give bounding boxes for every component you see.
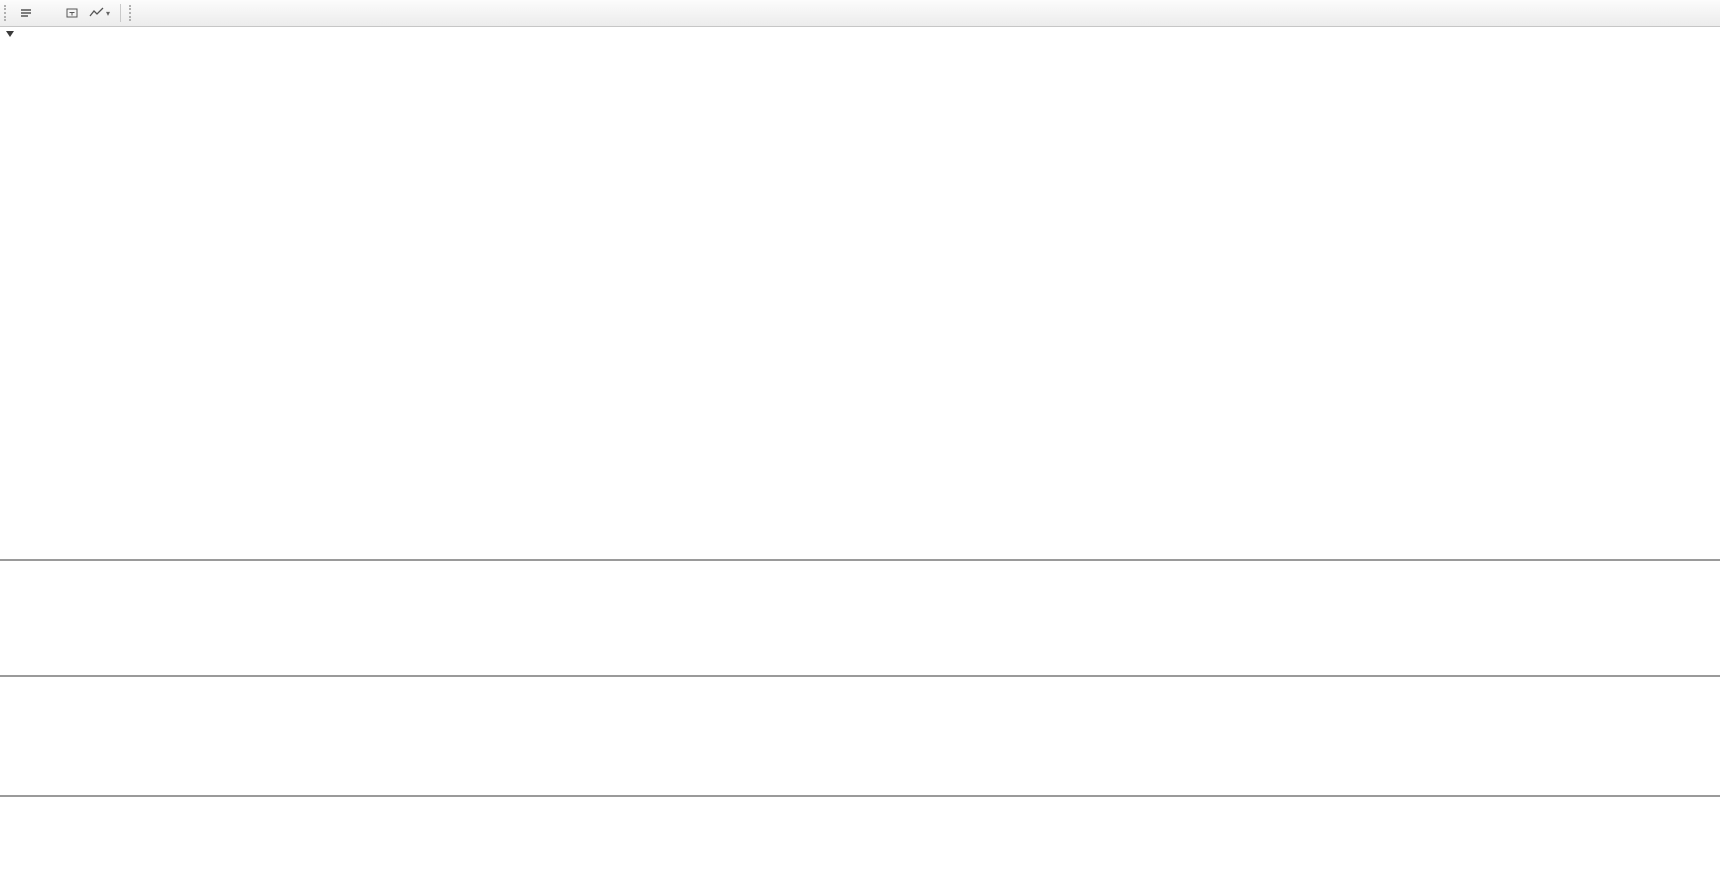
chevron-down-icon: ▾ — [106, 8, 111, 18]
symbol-ohlc-label — [6, 31, 18, 37]
line-studies-dropdown-button[interactable]: ▾ — [85, 3, 114, 23]
toolbar-separator — [120, 4, 122, 22]
chart-lines-icon — [21, 9, 31, 17]
chart-lines-tool-button[interactable] — [15, 3, 37, 23]
symbol-dropdown-icon[interactable] — [6, 31, 14, 37]
zigzag-icon — [89, 7, 104, 17]
toolbar-grip[interactable] — [4, 5, 9, 21]
text-frame-tool-button[interactable] — [61, 3, 83, 23]
toolbar-grip-2[interactable] — [129, 5, 134, 21]
rsi-canvas[interactable] — [0, 677, 1720, 795]
panel-separator-rsi-time[interactable] — [0, 795, 1720, 797]
text-label-tool-button[interactable] — [39, 3, 59, 23]
time-axis[interactable] — [0, 797, 1720, 815]
toolbar: ▾ — [0, 0, 1720, 27]
text-frame-icon — [66, 8, 78, 18]
macd-canvas[interactable] — [0, 561, 1720, 675]
main-chart-canvas[interactable] — [0, 28, 1720, 559]
panel-separator-main-macd[interactable] — [0, 559, 1720, 561]
panel-separator-macd-rsi[interactable] — [0, 675, 1720, 677]
